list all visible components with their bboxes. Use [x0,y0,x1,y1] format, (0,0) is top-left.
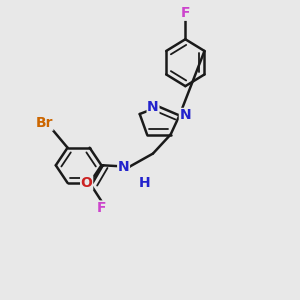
Text: H: H [139,176,150,190]
Text: Br: Br [35,116,53,130]
Text: F: F [97,201,106,215]
Text: F: F [181,6,190,20]
Text: N: N [179,109,191,122]
Text: N: N [147,100,159,114]
Text: N: N [118,160,129,174]
Text: O: O [81,176,93,190]
